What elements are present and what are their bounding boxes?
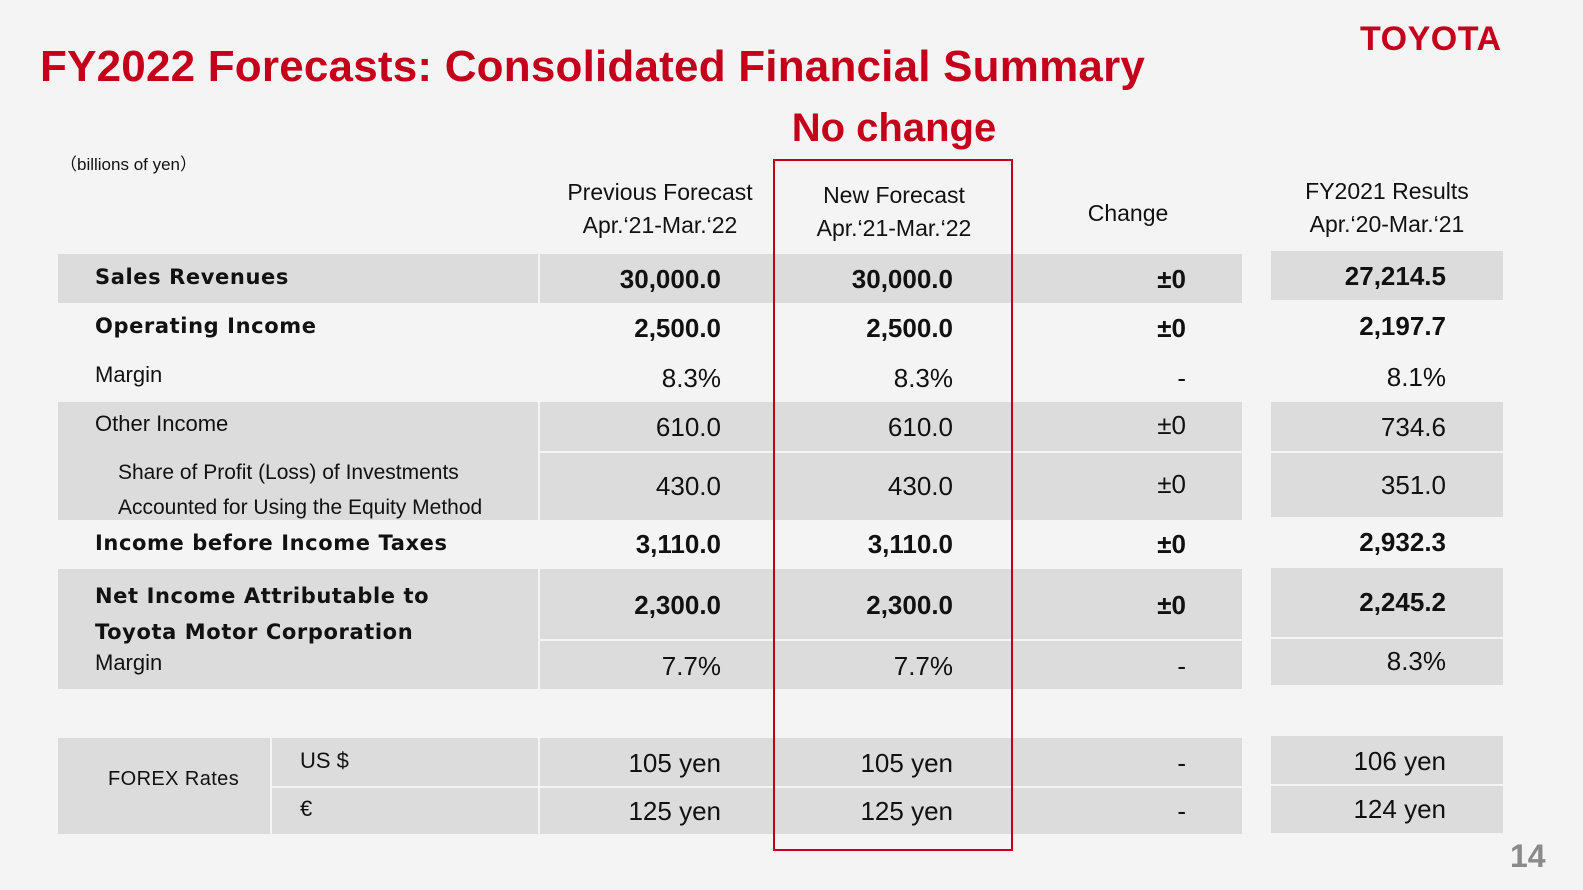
row-label-share-of-profit-line1: Share of Profit (Loss) of Investments [118,461,459,484]
row-label-net-margin: Margin [95,650,163,675]
cell-fy2021-sales-revenues: 27,214.5 [1344,261,1446,291]
cell-prev-forex-eur: 125 yen [628,796,721,826]
row-separator [540,451,1242,453]
band-other-income [58,402,1242,520]
cell-change-net-income: ±0 [1157,590,1186,620]
cell-prev-other-income: 610.0 [655,412,721,442]
header-fy2021-line1: FY2021 Results [1305,178,1469,204]
cell-prev-sales-revenues: 30,000.0 [619,264,721,294]
header-fy2021-line2: Apr.‘20-Mar.‘21 [1309,211,1465,237]
cell-fy2021-income-before-taxes: 2,932.3 [1359,527,1446,557]
band-net-income [58,569,1242,689]
cell-change-operating-income: ±0 [1157,313,1186,343]
header-previous-forecast: Previous Forecast Apr.‘21-Mar.‘22 [540,176,780,242]
page-title: FY2022 Forecasts: Consolidated Financial… [40,42,1146,91]
cell-prev-net-margin: 7.7% [661,651,721,681]
cell-change-income-before-taxes: ±0 [1157,529,1186,559]
column-separator [270,738,272,834]
row-separator [1271,451,1503,453]
cell-change-margin: - [1177,363,1186,393]
new-forecast-highlight-box [773,159,1013,851]
row-label-sales-revenues: Sales Revenues [95,265,289,289]
column-separator [538,254,540,303]
row-separator [272,786,1242,788]
cell-fy2021-other-income: 734.6 [1380,412,1446,442]
cell-change-share-of-profit: ±0 [1157,469,1186,499]
cell-prev-operating-income: 2,500.0 [634,313,721,343]
band-right-other-income [1271,402,1503,517]
cell-new-net-income: 2,300.0 [866,590,953,620]
cell-new-forex-eur: 125 yen [860,796,953,826]
cell-change-forex-eur: - [1177,796,1186,826]
band-right-sales-revenues [1271,251,1503,300]
cell-fy2021-forex-eur: 124 yen [1353,794,1446,824]
cell-change-forex-usd: - [1177,748,1186,778]
cell-prev-margin: 8.3% [661,363,721,393]
cell-new-margin: 8.3% [893,363,953,393]
cell-prev-net-income: 2,300.0 [634,590,721,620]
row-label-share-of-profit: Share of Profit (Loss) of Investments Ac… [118,455,482,525]
row-separator [540,639,1242,641]
header-change: Change [1015,197,1241,230]
cell-fy2021-forex-usd: 106 yen [1353,746,1446,776]
header-previous-forecast-line2: Apr.‘21-Mar.‘22 [582,212,738,238]
toyota-logo: TOYOTA [1360,20,1502,58]
cell-new-income-before-taxes: 3,110.0 [867,529,953,559]
cell-fy2021-share-of-profit: 351.0 [1380,470,1446,500]
cell-new-net-margin: 7.7% [893,651,953,681]
row-label-margin: Margin [95,362,163,387]
row-label-operating-income: Operating Income [95,314,317,338]
header-new-forecast: New Forecast Apr.‘21-Mar.‘22 [773,179,1015,245]
row-label-income-before-taxes: Income before Income Taxes [95,531,448,555]
cell-new-other-income: 610.0 [887,412,953,442]
row-label-other-income: Other Income [95,411,229,436]
forex-rates-label: FOREX Rates [108,768,240,790]
cell-change-other-income: ±0 [1157,410,1186,440]
row-separator [1271,784,1503,786]
header-fy2021-results: FY2021 Results Apr.‘20-Mar.‘21 [1271,175,1503,241]
cell-fy2021-operating-income: 2,197.7 [1359,311,1446,341]
no-change-callout: No change [791,106,997,150]
band-right-net-income [1271,568,1503,685]
cell-fy2021-net-margin: 8.3% [1386,646,1446,676]
header-new-forecast-line1: New Forecast [823,182,965,208]
cell-new-forex-usd: 105 yen [860,748,953,778]
page-number: 14 [1510,838,1546,874]
cell-new-sales-revenues: 30,000.0 [851,264,953,294]
column-separator [538,569,540,689]
cell-prev-share-of-profit: 430.0 [655,471,721,501]
cell-fy2021-net-income: 2,245.2 [1359,587,1446,617]
cell-prev-forex-usd: 105 yen [628,748,721,778]
row-label-net-income-line2: Toyota Motor Corporation [95,620,414,644]
header-change-line1: Change [1087,200,1169,226]
cell-new-share-of-profit: 430.0 [887,471,953,501]
row-label-net-income: Net Income Attributable to Toyota Motor … [95,578,429,650]
column-separator [538,402,540,520]
cell-prev-income-before-taxes: 3,110.0 [635,529,721,559]
band-sales-revenues [58,254,1242,303]
units-note: （billions of yen） [60,155,198,174]
header-previous-forecast-line1: Previous Forecast [567,179,753,205]
forex-currency-eur: € [300,796,313,821]
forex-currency-usd: US $ [300,748,349,773]
cell-fy2021-margin: 8.1% [1386,362,1446,392]
row-label-share-of-profit-line2: Accounted for Using the Equity Method [118,496,483,519]
header-new-forecast-line2: Apr.‘21-Mar.‘22 [816,215,972,241]
cell-change-sales-revenues: ±0 [1157,264,1186,294]
cell-new-operating-income: 2,500.0 [866,313,953,343]
row-label-net-income-line1: Net Income Attributable to [95,584,430,608]
row-separator [1271,637,1503,639]
cell-change-net-margin: - [1177,651,1186,681]
